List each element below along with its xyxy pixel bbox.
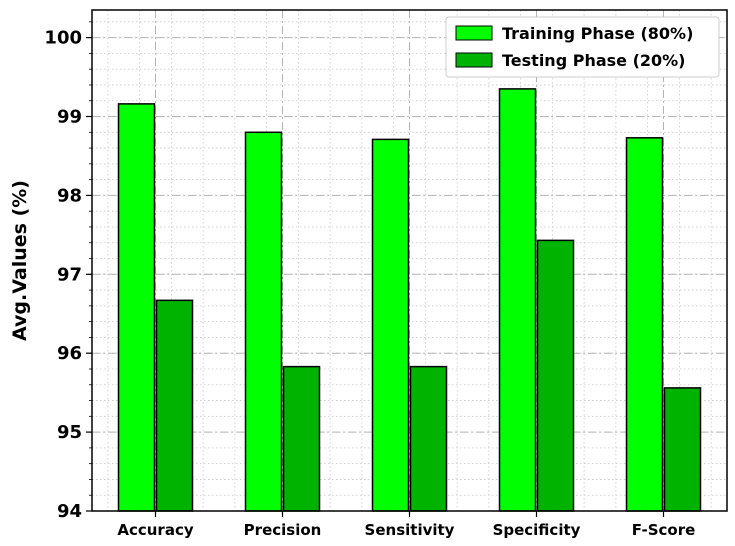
bar-training-sensitivity (371, 138, 410, 512)
y-tick-label: 98 (57, 185, 82, 206)
y-tick-label: 100 (44, 28, 82, 49)
y-axis-ticks: 94 95 96 97 98 99 100 (44, 21, 92, 522)
bar-testing-accuracy (155, 299, 194, 512)
legend-swatch-testing (455, 52, 493, 68)
bar-testing-specificity (536, 239, 575, 512)
x-tick-label: Precision (244, 521, 322, 539)
y-tick-label: 95 (57, 422, 82, 443)
bar-testing-precision (282, 365, 321, 512)
legend-swatch-training (455, 25, 493, 41)
legend-label-testing: Testing Phase (20%) (502, 51, 686, 70)
bar-training-accuracy (117, 103, 156, 512)
x-tick-label: Accuracy (117, 521, 193, 539)
y-axis-label: Avg.Values (%) (9, 180, 31, 341)
x-axis-ticks: Accuracy Precision Sensitivity Specificity F… (117, 511, 695, 539)
y-tick-label: 99 (57, 107, 82, 128)
x-tick-label: Sensitivity (365, 521, 455, 539)
legend-box (445, 16, 720, 78)
bar-training-f-score (625, 137, 664, 512)
x-tick-label: Specificity (493, 521, 581, 539)
y-tick-label: 94 (57, 501, 82, 522)
legend: Training Phase (80%) Testing Phase (20%) (445, 16, 720, 78)
y-tick-label: 97 (57, 264, 82, 285)
y-tick-label: 96 (57, 343, 82, 364)
x-tick-label: F-Score (632, 521, 696, 539)
bar-training-precision (244, 131, 283, 512)
legend-label-training: Training Phase (80%) (502, 24, 693, 43)
bar-testing-f-score (663, 387, 702, 512)
bar-testing-sensitivity (409, 365, 448, 512)
bar-training-specificity (498, 88, 537, 512)
